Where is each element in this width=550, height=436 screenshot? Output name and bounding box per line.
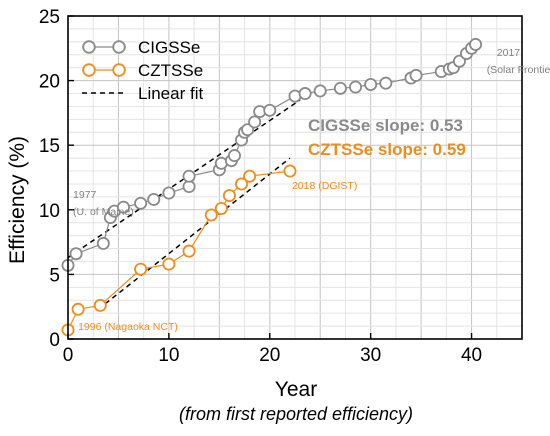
annotation-label: 2017	[497, 47, 521, 59]
data-point	[222, 189, 236, 203]
data-point	[134, 196, 148, 210]
data-point	[469, 37, 483, 51]
legend-item: CIGSSe	[82, 38, 200, 57]
data-point	[134, 262, 148, 276]
linear-fit-line	[97, 157, 291, 310]
data-point	[182, 244, 196, 258]
x-axis-title: Year	[275, 378, 317, 401]
data-point	[69, 247, 83, 261]
data-point	[204, 208, 218, 222]
series-cigsse	[61, 37, 483, 272]
x-tick-label: 0	[63, 345, 74, 366]
legend: CIGSSe CZTSSe Linear fit	[82, 38, 203, 103]
y-axis-title: Efficiency (%)	[6, 136, 29, 264]
x-tick-label: 40	[461, 345, 482, 366]
legend-item: Linear fit	[82, 84, 203, 103]
x-tick-label: 20	[259, 345, 280, 366]
x-tick-label: 30	[360, 345, 381, 366]
y-tick-label: 0	[49, 330, 60, 351]
data-point	[333, 81, 347, 95]
data-point	[248, 115, 262, 129]
data-point	[283, 164, 297, 178]
annotation-label: (U. of Maine)	[73, 206, 134, 218]
legend-label: CZTSSe	[138, 61, 203, 80]
data-point	[71, 302, 85, 316]
data-point	[93, 298, 107, 312]
data-point	[452, 54, 466, 68]
data-point	[243, 169, 257, 183]
legend-label: CIGSSe	[138, 38, 200, 57]
plot-frame	[67, 15, 523, 340]
x-tick-label: 10	[158, 345, 179, 366]
series-cztsse	[61, 164, 297, 337]
legend-swatch-marker	[112, 63, 126, 77]
data-point	[313, 84, 327, 98]
data-point	[147, 192, 161, 206]
legend-swatch-marker	[112, 40, 126, 54]
x-axis-subtitle: (from first reported efficiency)	[179, 404, 413, 424]
annotation-label: 1996 (Nagaoka NCT)	[78, 321, 178, 333]
annotations: 1977 (U. of Maine) 2017 (Solar Frontier) 201…	[73, 47, 550, 333]
legend-swatch-marker	[82, 40, 96, 54]
data-point	[182, 169, 196, 183]
annotation-label: (Solar Frontier)	[487, 64, 550, 76]
annotation-label: 1977	[73, 189, 97, 201]
slope-labels: CIGSSe slope: 0.53 CZTSSe slope: 0.59	[308, 116, 466, 159]
legend-item: CZTSSe	[82, 61, 203, 80]
y-tick-label: 5	[49, 265, 60, 286]
data-point	[263, 103, 277, 117]
annotation-label: 2018 (DGIST)	[292, 180, 357, 192]
data-point	[227, 149, 241, 163]
y-tick-label: 15	[39, 136, 60, 157]
data-point	[364, 77, 378, 91]
legend-label: Linear fit	[138, 84, 203, 103]
fit-lines	[67, 99, 301, 310]
series-layer	[61, 37, 483, 337]
data-point	[349, 80, 363, 94]
y-tick-label: 10	[39, 201, 60, 222]
data-point	[298, 87, 312, 101]
axis-ticks: 0 10 20 30 40 0 5 10 15 20 25	[39, 7, 482, 366]
data-point	[235, 177, 249, 191]
slope-label: CIGSSe slope: 0.53	[308, 116, 463, 135]
data-point	[214, 202, 228, 216]
data-point	[162, 257, 176, 271]
data-point	[379, 76, 393, 90]
data-point	[409, 68, 423, 82]
data-point	[241, 123, 255, 137]
y-tick-label: 20	[39, 72, 60, 93]
legend-swatch-marker	[82, 63, 96, 77]
data-point	[162, 186, 176, 200]
data-point	[96, 236, 110, 250]
slope-label: CZTSSe slope: 0.59	[308, 140, 466, 159]
data-point	[116, 200, 130, 214]
y-tick-label: 25	[39, 7, 60, 28]
